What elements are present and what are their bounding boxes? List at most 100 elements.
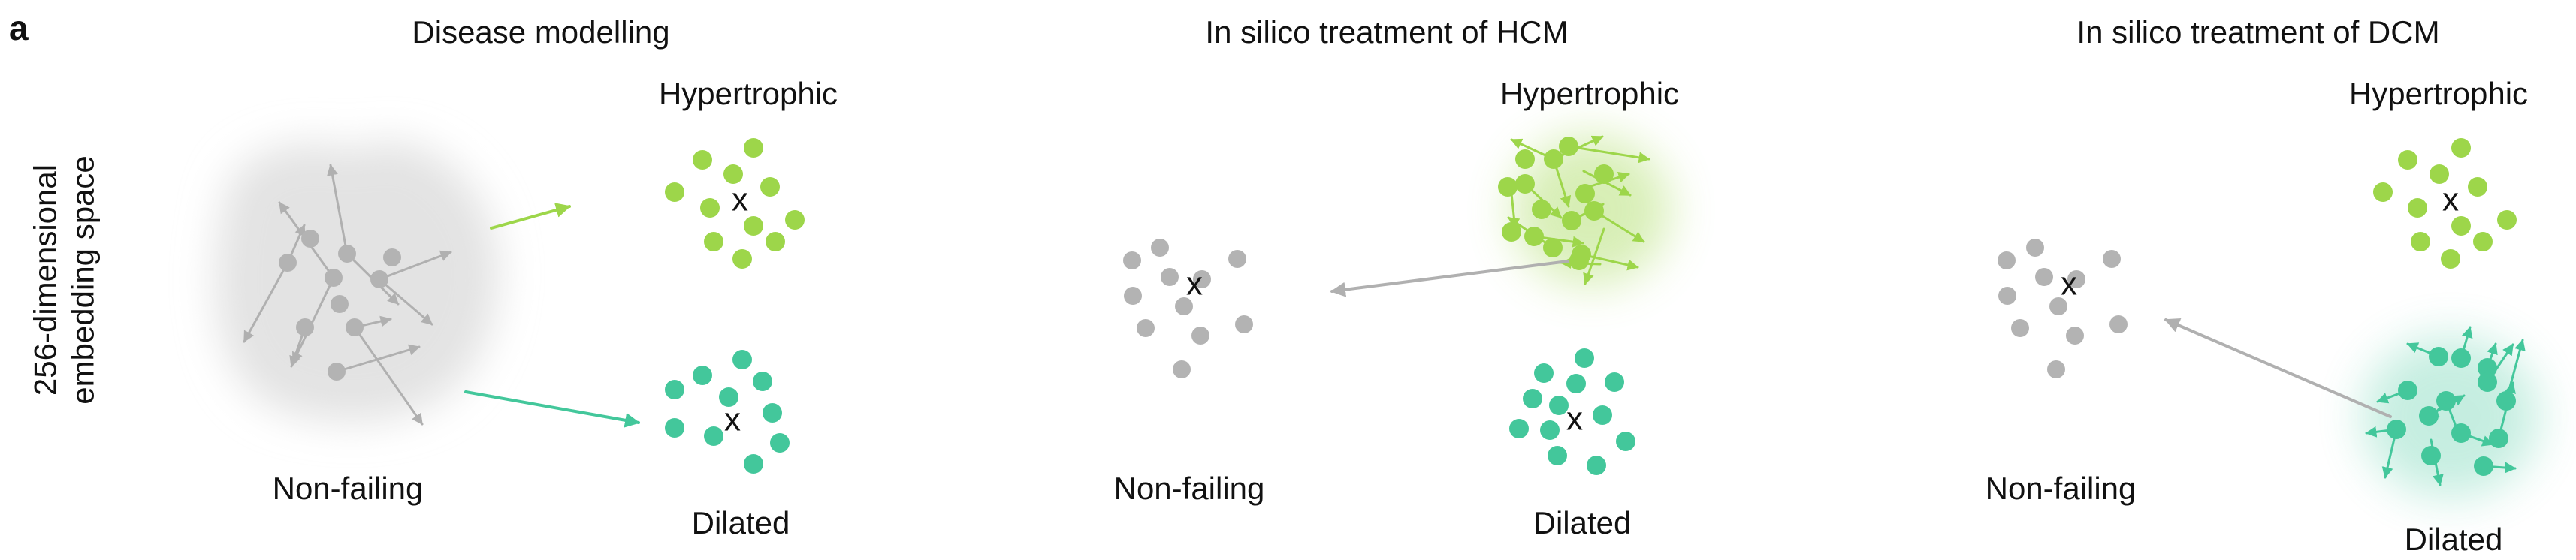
panel-3-title: In silico treatment of DCM (2076, 14, 2440, 50)
hypertrophic-cell-dot (2408, 198, 2427, 218)
dilated-cell-dot (1534, 363, 1554, 383)
hypertrophic-cell-dot (2373, 182, 2393, 202)
non-failing-cell-dot (1151, 239, 1169, 257)
hypertrophic-cell-dot (1584, 201, 1604, 221)
non-failing-cell-dot (2049, 297, 2067, 315)
panel-1-non-failing-label: Non-failing (272, 471, 424, 506)
dilated-cell-dot (2451, 423, 2471, 443)
hypertrophic-cell-dot (1559, 137, 1578, 156)
dilated-cell-dot (719, 387, 738, 407)
dilated-cell-dot (1575, 348, 1594, 368)
non-failing-cell-dot (1123, 251, 1141, 269)
hypertrophic-cell-dot (700, 198, 720, 218)
dilated-cell-dot (1566, 374, 1586, 393)
non-failing-cell-dot (279, 254, 297, 272)
hypertrophic-cell-dot (723, 164, 743, 184)
panel-2-non-failing-label: Non-failing (1113, 471, 1265, 506)
dilated-cell-dot (1605, 372, 1624, 392)
non-failing-cell-dot (2011, 319, 2029, 337)
embedding-shift-arrow (243, 261, 289, 343)
hypertrophic-cell-dot (704, 232, 723, 251)
dilated-cell-dot (2489, 429, 2508, 448)
dilated-cell-dot (1587, 456, 1606, 475)
dilated-cell-dot (1548, 446, 1567, 465)
dilated-centroid-x: x (724, 402, 741, 438)
dilated-cell-dot (665, 380, 684, 399)
non-failing-cell-dot (2047, 360, 2065, 378)
hypertrophic-cell-dot (1502, 222, 1521, 242)
non-failing-cell-dot (1191, 327, 1209, 345)
dilated-cell-dot (1593, 405, 1612, 425)
hypertrophic-centroid-x: x (732, 182, 748, 218)
dilated-cell-dot (763, 403, 782, 423)
dilated-cell-dot (2478, 358, 2497, 378)
non-failing-cell-dot (1998, 287, 2016, 305)
non-failing-cell-dot (2103, 250, 2121, 268)
non-failing-cell-dot (346, 318, 364, 336)
non-failing-cell-dot (2035, 268, 2053, 286)
hypertrophic-cell-dot (744, 216, 763, 236)
dilated-cell-dot (744, 454, 763, 474)
hypertrophic-cell-dot (2468, 177, 2487, 197)
panel-2-hypertrophic-label: Hypertrophic (1499, 76, 1680, 111)
hypertrophic-cell-dot (760, 177, 780, 197)
hypertrophic-cell-dot (1543, 238, 1563, 257)
dilated-cell-dot (693, 366, 712, 385)
dilated-cell-dot (1523, 389, 1542, 408)
treatment-shift-arrow (1567, 145, 1650, 164)
non-failing-cell-dot (328, 363, 346, 381)
hypertrophic-cell-dot (2441, 249, 2460, 269)
hypertrophic-cell-dot (1524, 227, 1544, 246)
hypertrophic-cell-dot (766, 232, 785, 251)
non-failing-cell-dot (1137, 319, 1155, 337)
hypertrophic-cell-dot (2430, 164, 2449, 184)
hypertrophic-cell-dot (2451, 216, 2471, 236)
dilated-cell-dot (732, 350, 752, 369)
hypertrophic-cell-dot (1575, 184, 1595, 203)
dilated-cell-dot (2451, 348, 2471, 368)
panel-3-hypertrophic-label: Hypertrophic (2348, 76, 2529, 111)
dilated-cell-dot (1549, 396, 1569, 415)
non-failing-to-dilated-arrow (464, 390, 640, 428)
dilated-cell-dot (770, 433, 790, 453)
non-failing-cell-dot (296, 318, 314, 336)
embedding-shift-arrow (335, 344, 421, 373)
non-failing-cloud-glow (215, 141, 499, 423)
embedding-shift-arrow (327, 164, 349, 255)
panel-3-non-failing-label: Non-failing (1985, 471, 2137, 506)
hypertrophic-cell-dot (1498, 177, 1518, 197)
hypertrophic-cell-dot (693, 150, 712, 170)
hypertrophic-cell-dot (1515, 174, 1535, 194)
hypertrophic-cell-dot (1594, 164, 1614, 184)
hypertrophic-to-non-failing-arrow (1330, 259, 1575, 297)
dilated-cell-dot (2419, 406, 2439, 426)
dilated-cell-dot (1509, 419, 1529, 438)
dilated-cell-dot (2429, 347, 2448, 366)
hypertrophic-cell-dot (744, 138, 763, 158)
hypertrophic-centroid-x: x (2442, 182, 2459, 218)
non-failing-cell-dot (370, 270, 388, 288)
dilated-cell-dot (2436, 391, 2456, 411)
hypertrophic-cell-dot (2473, 232, 2493, 251)
hypertrophic-cell-dot (732, 249, 752, 269)
hypertrophic-cell-dot (2398, 150, 2417, 170)
non-failing-cell-dot (1235, 315, 1253, 333)
non-failing-cell-dot (2109, 315, 2128, 333)
non-failing-cell-dot (2066, 327, 2084, 345)
non-failing-cell-dot (301, 230, 319, 248)
panel-1-dilated-label: Dilated (691, 505, 790, 540)
hypertrophic-cell-dot (2451, 138, 2471, 158)
non-failing-centroid-x: x (2061, 266, 2077, 303)
panel-3-dilated-label: Dilated (2404, 522, 2503, 557)
non-failing-cell-dot (1124, 287, 1142, 305)
panel-2-title: In silico treatment of HCM (1205, 14, 1569, 50)
embedding-shift-arrow (378, 250, 452, 281)
dilated-cell-dot (1540, 420, 1560, 440)
hypertrophic-cell-dot (785, 210, 805, 230)
dilated-cell-dot (704, 426, 723, 446)
dilated-cell-dot (1616, 432, 1635, 451)
dilated-cell-dot (2387, 420, 2406, 439)
embedding-shift-arrow (353, 326, 424, 426)
dilated-cell-dot (2474, 456, 2493, 476)
